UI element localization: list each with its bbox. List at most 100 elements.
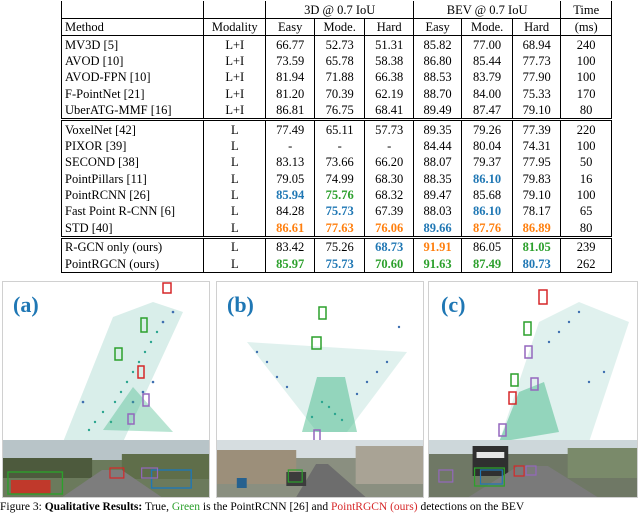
point-cloud-a [63,282,183,442]
cell-value: 85.94 [276,188,305,203]
cell-hard-3d: 51.31 [364,35,414,53]
cell-modality: L+I [203,52,266,70]
cell-value: 89.49 [423,103,452,118]
cell-value: 68.32 [375,188,404,203]
cell-value: 89.47 [423,188,452,203]
cell-time: 240 [560,35,612,53]
cell-value: 77.39 [522,122,551,137]
cell-value: - [288,138,293,153]
cell-modality: L [203,203,266,220]
cell-value: 73.66 [325,155,354,170]
table-row: VoxelNet [42] L 77.49 65.11 57.73 89.35 79.26 7… [60,118,612,138]
cell-mode-3d: 76.75 [313,101,365,120]
cell-easy-3d: 85.97 [265,255,315,273]
cell-modality: L [203,118,266,138]
table-row: AVOD-FPN [10] L+I 81.94 71.88 66.38 88.53 83.7… [60,69,612,86]
header-blank [203,1,266,19]
cell-value: 88.03 [423,204,452,219]
cell-value: 84.44 [423,138,452,153]
cell-modality: L [203,186,266,204]
cell-easy-bev: 88.35 [412,170,462,187]
cell-easy-3d: 83.13 [265,154,315,171]
cell-easy-bev: 89.35 [412,118,462,138]
cell-mode-3d: 75.76 [313,186,365,204]
cell-value: 76.75 [325,103,354,118]
cell-method: Fast Point R-CNN [6] [60,203,204,220]
cell-value: 86.80 [423,53,452,68]
cell-method: PIXOR [39] [60,137,204,155]
cell-easy-3d: 81.94 [265,69,315,86]
cell-value: 85.97 [276,256,305,271]
cell-method: VoxelNet [42] [60,118,204,138]
cell-value: 50 [579,155,593,170]
header-mode-3d: Mode. [313,17,365,36]
cell-mode-3d: 65.78 [313,52,365,70]
cell-value: 67.39 [375,204,404,219]
cell-easy-3d: 86.61 [265,219,315,238]
cell-method: PointRGCN (ours) [60,255,204,273]
caption-bold: Qualitative Results: [44,501,143,513]
cell-value: 75.26 [325,240,354,255]
header-blank [60,1,204,19]
cell-value: 100 [576,138,596,153]
cell-easy-bev: 88.53 [412,69,462,86]
cell-hard-bev: 78.17 [511,203,561,220]
cell-value: 65 [579,204,593,219]
table-row: UberATG-MMF [16] L+I 86.81 76.75 68.41 89.49 8… [60,101,612,120]
cell-value: 85.82 [423,37,452,52]
cell-value: 83.42 [276,240,305,255]
caption-green: Green [171,501,200,513]
cell-value: 80.04 [473,138,502,153]
cell-value: 84.00 [473,86,502,101]
cell-hard-bev: 81.05 [511,236,561,256]
cell-value: 66.38 [375,70,404,85]
cell-mode-bev: 79.37 [461,154,513,171]
cell-value: 70.60 [375,256,404,271]
cell-value: 52.73 [325,37,354,52]
caption-red: PointRGCN (ours) [330,501,418,513]
cell-time: 100 [560,137,612,155]
cell-value: 65.78 [325,53,354,68]
cell-modality: L+I [203,85,266,102]
cell-value: 75.76 [325,188,354,203]
table-row: R-GCN only (ours) L 83.42 75.26 68.73 91.91 86… [60,236,612,256]
cell-method: SECOND [38] [60,154,204,171]
cell-value: 87.76 [473,220,502,235]
cell-value: 86.05 [473,240,502,255]
cell-mode-bev: 87.76 [461,219,513,238]
cell-easy-3d: 81.20 [265,85,315,102]
cell-easy-3d: 83.42 [265,236,315,256]
cell-mode-3d: 70.39 [313,85,365,102]
cell-easy-bev: 88.07 [412,154,462,171]
cell-easy-bev: 86.80 [412,52,462,70]
cell-easy-bev: 88.03 [412,203,462,220]
cell-hard-3d: 68.41 [364,101,414,120]
cell-mode-bev: 80.04 [461,137,513,155]
cell-method: MV3D [5] [60,35,204,53]
cell-method: AVOD [10] [60,52,204,70]
cell-mode-3d: 65.11 [313,118,365,138]
cell-hard-bev: 68.94 [511,35,561,53]
cell-mode-bev: 77.00 [461,35,513,53]
cell-mode-3d: 75.26 [313,236,365,256]
cell-value: 87.47 [473,103,502,118]
table-row: AVOD [10] L+I 73.59 65.78 58.38 86.80 85.44 77.… [60,52,612,70]
cell-mode-bev: 85.68 [461,186,513,204]
cell-easy-bev: 84.44 [412,137,462,155]
cell-value: 85.44 [473,53,502,68]
point-cloud-b [247,306,407,443]
cell-modality: L [203,137,266,155]
header-easy-bev: Easy [412,17,462,36]
cell-value: 91.63 [423,256,452,271]
cell-modality: L [203,219,266,238]
cell-method: UberATG-MMF [16] [60,101,204,120]
cell-time: 100 [560,52,612,70]
cell-value: 74.31 [522,138,551,153]
panel-letter-c: (c) [441,292,466,317]
results-table: 3D @ 0.7 IoU BEV @ 0.7 IoU Time Method M… [60,1,612,273]
cell-method: AVOD-FPN [10] [60,69,204,86]
cell-value: 262 [576,256,596,271]
cell-mode-bev: 84.00 [461,85,513,102]
camera-image-a [3,440,209,497]
cell-easy-3d: 66.77 [265,35,315,53]
